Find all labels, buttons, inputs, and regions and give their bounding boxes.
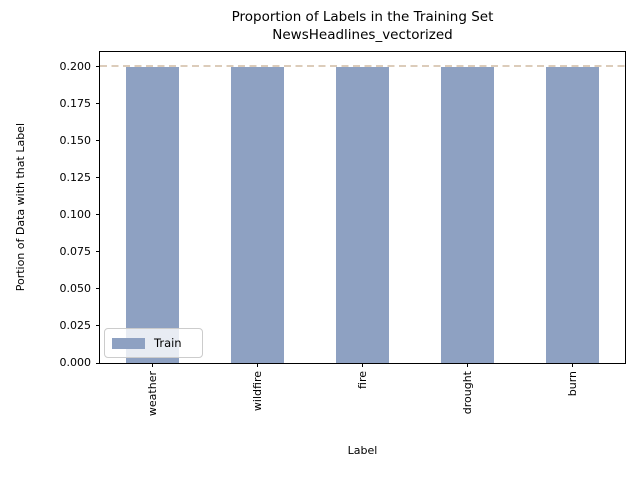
x-tick-label-wildfire: wildfire xyxy=(250,371,264,412)
x-tick-mark xyxy=(572,363,573,367)
plot-area xyxy=(99,51,626,364)
y-tick-label: 0.200 xyxy=(59,59,92,73)
chart-subtitle: NewsHeadlines_vectorized xyxy=(272,27,453,43)
title-block: Proportion of Labels in the Training Set… xyxy=(100,8,625,44)
x-axis-label: Label xyxy=(347,444,378,457)
bar-drought xyxy=(441,66,494,363)
reference-line xyxy=(100,65,625,68)
bar-fire xyxy=(336,66,389,363)
y-tick-label: 0.025 xyxy=(59,318,92,332)
x-tick-mark xyxy=(257,363,258,367)
y-tick-mark xyxy=(96,140,100,142)
y-tick-label: 0.050 xyxy=(59,281,92,295)
y-tick-label: 0.150 xyxy=(59,133,92,147)
y-tick-mark xyxy=(96,103,100,105)
y-tick-mark xyxy=(96,251,100,253)
x-tick-mark xyxy=(152,363,153,367)
y-tick-mark xyxy=(96,325,100,327)
x-tick-mark xyxy=(467,363,468,367)
y-tick-label: 0.100 xyxy=(59,207,92,221)
legend: Train xyxy=(104,328,203,358)
chart-title: Proportion of Labels in the Training Set xyxy=(231,9,494,25)
y-tick-mark xyxy=(96,288,100,290)
y-tick-label: 0.075 xyxy=(59,244,92,258)
bar-burn xyxy=(546,66,599,363)
bar-wildfire xyxy=(231,66,284,363)
x-tick-label-weather: weather xyxy=(145,371,159,417)
x-tick-label-drought: drought xyxy=(460,371,474,415)
y-tick-mark xyxy=(96,66,100,68)
x-tick-label-burn: burn xyxy=(565,371,579,397)
x-tick-label-fire: fire xyxy=(355,371,369,389)
y-tick-mark xyxy=(96,214,100,216)
bar-weather xyxy=(126,66,179,363)
y-tick-label: 0.000 xyxy=(59,356,92,369)
x-tick-mark xyxy=(362,363,363,367)
y-tick-label: 0.125 xyxy=(59,170,92,184)
y-tick-mark xyxy=(96,362,100,364)
y-tick-label: 0.175 xyxy=(59,96,92,110)
y-tick-mark xyxy=(96,177,100,179)
legend-swatch-train xyxy=(112,337,145,349)
legend-label-train: Train xyxy=(154,336,182,350)
